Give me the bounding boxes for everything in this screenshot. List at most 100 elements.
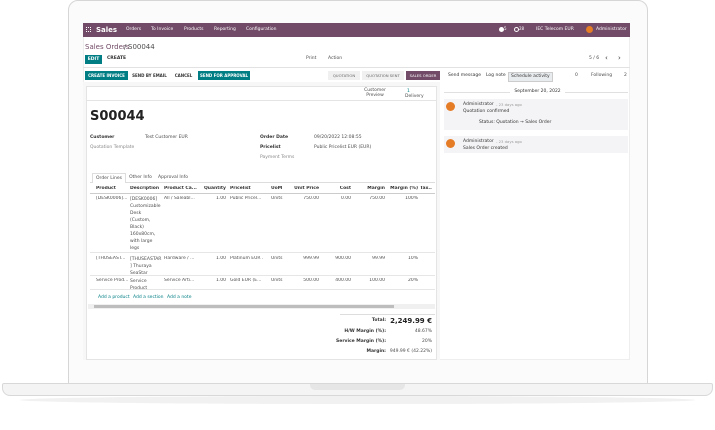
cell: 1.00 bbox=[215, 196, 226, 201]
follower-count: 2 bbox=[624, 73, 627, 78]
laptop-notch bbox=[310, 384, 405, 390]
cell: Service Prod... bbox=[96, 278, 128, 283]
cell: 750.00 bbox=[303, 196, 319, 201]
date-separator: September 20, 2022 bbox=[510, 89, 565, 95]
cell: Hardware / ... bbox=[164, 256, 195, 261]
cell: Platinum EUR ... bbox=[230, 256, 263, 261]
attachment-count: 0 bbox=[575, 73, 578, 78]
breadcrumb-parent[interactable]: Sales Orders bbox=[85, 43, 130, 51]
navbar-menu-item[interactable]: To Invoice bbox=[151, 27, 174, 32]
status-button[interactable]: SEND BY EMAIL bbox=[132, 73, 167, 78]
apps-icon bbox=[86, 27, 91, 32]
column-header: Product Ca... bbox=[164, 186, 197, 191]
cell: 0.00 bbox=[340, 196, 351, 201]
row-line bbox=[90, 289, 435, 290]
add-line[interactable]: Add a note bbox=[167, 295, 192, 300]
total-value: 2,249.99 € bbox=[390, 317, 432, 325]
chatter-button[interactable]: Schedule activity bbox=[508, 72, 553, 82]
column-header: Description bbox=[130, 186, 160, 191]
cell: Units bbox=[271, 256, 283, 261]
message-tracking: Status: Quotation → Sales Order bbox=[479, 120, 552, 125]
navbar-menu-item[interactable]: Orders bbox=[126, 27, 142, 32]
cell: 900.00 bbox=[335, 256, 351, 261]
cell: All / Saleabl... bbox=[164, 196, 195, 201]
status-stage[interactable]: SALES ORDER bbox=[406, 71, 440, 80]
total-value: 48.67% bbox=[414, 329, 432, 334]
tab-line bbox=[90, 182, 435, 183]
field-value: 09/20/2022 12:08:55 bbox=[314, 135, 362, 140]
message-box bbox=[444, 99, 628, 130]
breadcrumb-separator: / bbox=[124, 43, 127, 51]
cell: Units bbox=[271, 278, 283, 283]
cell: Service Arti... bbox=[164, 278, 195, 283]
status-button[interactable]: CREATE INVOICE bbox=[85, 71, 128, 80]
scrollbar-thumb bbox=[94, 305, 394, 308]
field-label: Quotation Template bbox=[90, 145, 135, 150]
cell: 1.00 bbox=[215, 256, 226, 261]
message-author: Administrator bbox=[463, 139, 494, 144]
cell: 999.99 bbox=[303, 256, 319, 261]
cell: Gold EUR (E... bbox=[230, 278, 262, 283]
status-button[interactable]: CANCEL bbox=[174, 73, 193, 78]
tab[interactable]: Other Info bbox=[129, 175, 152, 180]
column-header: Margin (%) bbox=[390, 186, 418, 191]
header-line bbox=[90, 193, 435, 194]
pager-next[interactable]: › bbox=[618, 54, 621, 62]
message-box bbox=[444, 136, 628, 153]
message-time: - 23 days ago bbox=[496, 102, 522, 107]
message-author: Administrator bbox=[463, 102, 494, 107]
field-value: Public Pricelist EUR (EUR) bbox=[314, 145, 372, 150]
laptop-shadow bbox=[20, 396, 695, 404]
message-time: - 23 days ago bbox=[496, 139, 522, 144]
status-stage[interactable]: QUOTATION SENT bbox=[362, 71, 404, 80]
row-line bbox=[90, 275, 435, 276]
navbar-menu-item[interactable]: Products bbox=[184, 27, 204, 32]
cell: [DESK0006] Customizable Desk (Custom, Bl… bbox=[130, 197, 161, 251]
message-avatar bbox=[446, 102, 455, 111]
chat-icon bbox=[499, 27, 504, 32]
divider bbox=[83, 67, 630, 68]
column-header: Cost bbox=[339, 186, 351, 191]
cell: 100% bbox=[405, 196, 418, 201]
company: IEC Telecom EUR bbox=[536, 27, 574, 32]
cell: [THUSEAST... bbox=[96, 256, 126, 261]
status-stage[interactable]: QUOTATION bbox=[328, 71, 360, 80]
chatter-button[interactable]: Log note bbox=[486, 73, 506, 78]
add-line[interactable]: Add a section bbox=[133, 295, 164, 300]
total-label: Margin: bbox=[366, 349, 386, 354]
total-label: Total: bbox=[371, 318, 386, 323]
action-button[interactable]: Action bbox=[328, 56, 343, 61]
create-button[interactable]: CREATE bbox=[107, 56, 127, 61]
cell: Units bbox=[271, 196, 283, 201]
tab[interactable]: Approval Info bbox=[158, 175, 188, 180]
cell: 400.00 bbox=[335, 278, 351, 283]
smart-button[interactable]: Delivery bbox=[405, 94, 424, 99]
navbar-menu-item[interactable]: Configuration bbox=[246, 27, 277, 32]
tab[interactable]: Order Lines bbox=[92, 173, 126, 183]
chatter-button[interactable]: Send message bbox=[448, 73, 481, 78]
smart-button[interactable]: Customer Preview bbox=[364, 88, 386, 98]
cell: [THUSEASTAR ] Thuraya SeaStar bbox=[130, 257, 162, 276]
row-line bbox=[90, 252, 435, 253]
smart-button-row bbox=[86, 87, 437, 101]
pager-prev[interactable]: ‹ bbox=[605, 54, 608, 62]
status-button[interactable]: SEND FOR APPROVAL bbox=[198, 71, 250, 80]
add-line[interactable]: Add a product bbox=[98, 295, 130, 300]
print-button[interactable]: Print bbox=[306, 56, 317, 61]
message-body: Sales Order created bbox=[463, 146, 508, 151]
edit-button[interactable]: EDIT bbox=[85, 55, 102, 64]
follow-button[interactable]: Following bbox=[591, 73, 613, 78]
cell: 750.00 bbox=[369, 196, 385, 201]
column-header: Tax... bbox=[420, 186, 432, 191]
field-label: Customer bbox=[90, 135, 115, 140]
cell: [DESK0006]... bbox=[96, 196, 128, 201]
record-name: S00044 bbox=[90, 109, 145, 124]
activity-icon bbox=[514, 27, 519, 32]
totals-line bbox=[340, 314, 435, 315]
field-value: Test Customer EUR bbox=[145, 135, 188, 140]
user-name[interactable]: Administrator bbox=[596, 27, 627, 32]
total-value: 949.99 € (42.22%) bbox=[389, 349, 432, 354]
navbar-menu-item[interactable]: Reporting bbox=[214, 27, 236, 32]
navbar-app[interactable]: Sales bbox=[96, 26, 118, 34]
